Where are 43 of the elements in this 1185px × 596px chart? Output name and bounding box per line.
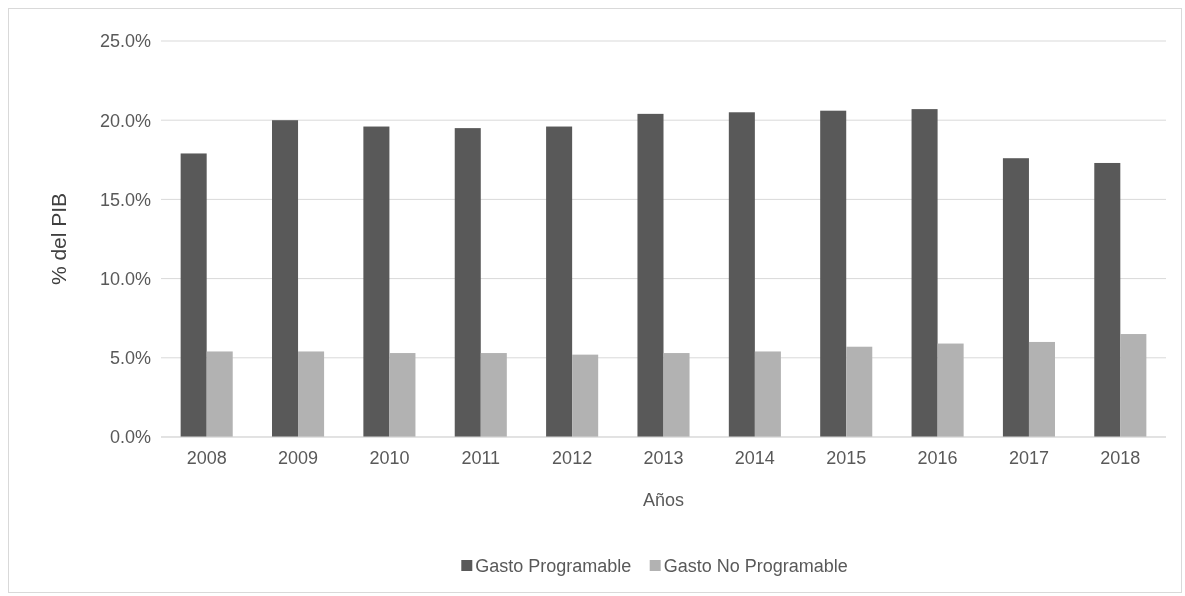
x-tick-label: 2008 (186, 448, 227, 468)
bar (572, 354, 599, 437)
bar (1120, 334, 1147, 437)
x-tick-label: 2017 (1008, 448, 1049, 468)
bar (454, 128, 481, 437)
bar (663, 353, 690, 437)
bar (272, 120, 299, 437)
bar (937, 343, 964, 437)
bar (754, 351, 781, 437)
bar (637, 113, 664, 437)
y-tick-label: 5.0% (109, 348, 151, 369)
bar (911, 109, 938, 437)
y-tick-label: 20.0% (99, 110, 151, 131)
bar (728, 112, 755, 437)
x-tick-label: 2010 (369, 448, 410, 468)
bar (180, 153, 207, 437)
x-tick-label: 2014 (734, 448, 775, 468)
y-tick-label: 10.0% (99, 268, 151, 289)
bar (389, 353, 416, 437)
x-tick-label: 2009 (278, 448, 319, 468)
x-tick-label: 2015 (826, 448, 867, 468)
x-tick-label: 2013 (643, 448, 684, 468)
legend-label: Gasto No Programable (663, 556, 848, 577)
bar (206, 351, 233, 437)
bar (363, 126, 390, 437)
x-tick-label: 2011 (461, 448, 501, 468)
bar (1002, 158, 1029, 437)
bar (1028, 341, 1055, 437)
y-axis-title: % del PIB (47, 192, 70, 286)
bar (1094, 162, 1121, 437)
bar (298, 351, 325, 437)
y-tick-label: 25.0% (99, 31, 151, 52)
bar (820, 110, 847, 437)
x-axis-title: Años (642, 490, 685, 510)
x-tick-label: 2018 (1100, 448, 1141, 468)
legend-label: Gasto Programable (475, 556, 632, 577)
x-tick-label: 2016 (917, 448, 958, 468)
bar (846, 346, 873, 437)
y-tick-label: 15.0% (99, 189, 151, 210)
bar (546, 126, 573, 437)
bar (480, 353, 507, 437)
x-tick-label: 2012 (552, 448, 593, 468)
y-tick-label: 0.0% (109, 427, 151, 448)
